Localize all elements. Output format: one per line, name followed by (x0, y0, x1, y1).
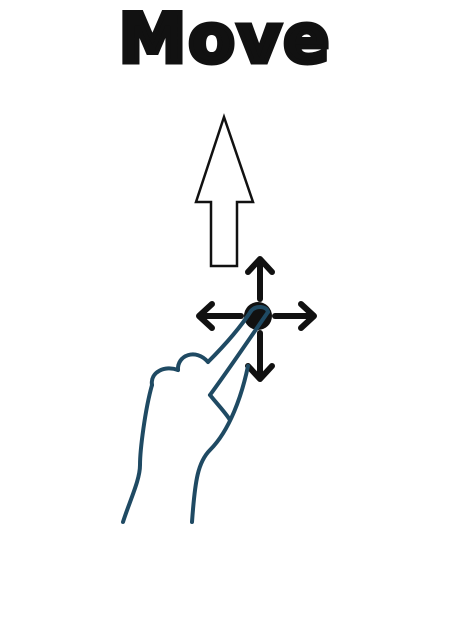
pointing-hand-icon (121, 305, 270, 524)
direction-arrows-icon (196, 256, 317, 382)
gesture-title: Move (116, 0, 332, 79)
move-up-outline-arrow-icon (194, 113, 255, 268)
